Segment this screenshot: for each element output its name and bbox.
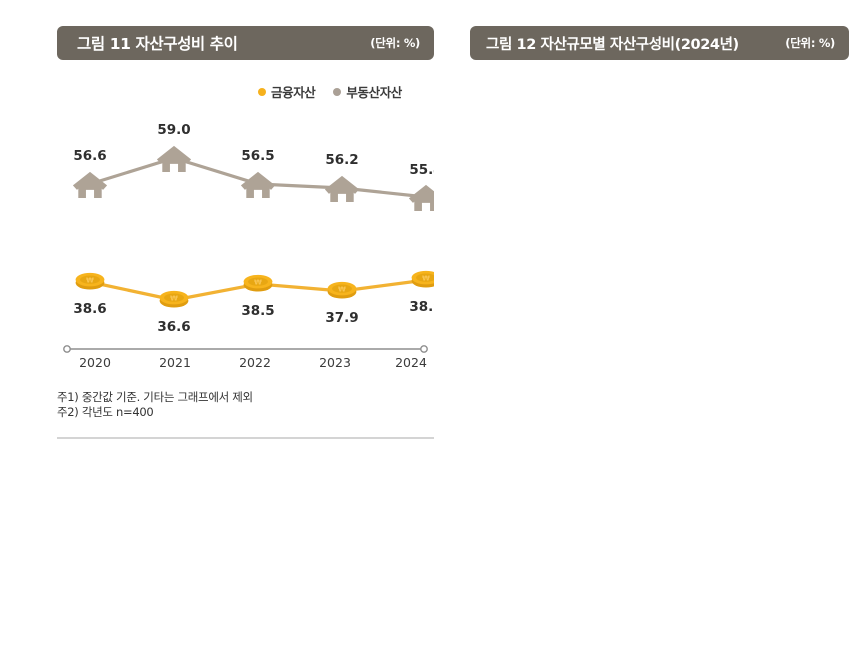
real-estate-value-2023: 56.2: [325, 152, 358, 168]
house-marker-2023: [324, 175, 360, 202]
figure-11-note-1: 주1) 중간값 기준. 기타는 그래프에서 제외: [57, 390, 253, 404]
coin-marker-2020: [75, 272, 105, 290]
figure-12-panel: 그림 12 자산규모별 자산구성비(2024년) (단위: %) 금융자산 부동…: [452, 0, 860, 461]
financial-value-2023: 37.9: [325, 310, 358, 326]
figure-11-legend: 금융자산 부동산자산: [258, 82, 402, 101]
figure-11-bottom-rule: [57, 437, 434, 439]
financial-value-2022: 38.5: [241, 303, 274, 319]
legend-label-financial-assets: 금융자산: [271, 85, 316, 100]
house-marker-2024: [408, 184, 434, 211]
series-financial: 38.6 36.6 38.5 37.9 38.9: [73, 270, 434, 335]
financial-value-2024: 38.9: [409, 299, 434, 315]
coin-marker-2021: [159, 290, 189, 308]
figure-12-title: 그림 12 자산규모별 자산구성비(2024년): [486, 36, 739, 53]
house-marker-2022: [240, 171, 276, 198]
financial-value-2020: 38.6: [73, 301, 106, 317]
x-axis-end-cap: [420, 345, 428, 353]
figure-12-header: 그림 12 자산규모별 자산구성비(2024년) (단위: %): [470, 26, 849, 60]
figure-11-header: 그림 11 자산구성비 추이 (단위: %): [57, 26, 434, 60]
house-dot-icon: [333, 87, 342, 96]
figure-11-unit-label: (단위: %): [370, 36, 420, 50]
x-axis-start-cap: [63, 345, 71, 353]
house-marker-2021: [156, 145, 192, 172]
coin-marker-2024: [411, 270, 434, 288]
asset-composition-trend-line-chart: ₩ 56.6 59.0 56.5 56.2: [57, 100, 434, 370]
series-real-estate: 56.6 59.0 56.5 56.2 55.4: [72, 122, 434, 211]
real-estate-value-2024: 55.4: [409, 162, 434, 178]
figure-11-note-2: 주2) 각년도 n=400: [57, 405, 154, 419]
x-tick-2021: 2021: [159, 355, 191, 370]
real-estate-value-2020: 56.6: [73, 148, 106, 164]
figure-12-unit-label: (단위: %): [785, 36, 835, 50]
x-tick-2024: 2024: [395, 355, 427, 370]
figure-11-notes: 주1) 중간값 기준. 기타는 그래프에서 제외 주2) 각년도 n=400: [57, 390, 253, 420]
financial-value-2021: 36.6: [157, 319, 190, 335]
coin-marker-2022: [243, 274, 273, 292]
real-estate-value-2021: 59.0: [157, 122, 190, 138]
x-axis: 2020 2021 2022 2023 2024: [63, 345, 428, 370]
figure-page: 그림 11 자산구성비 추이 (단위: %) 금융자산 부동산자산: [0, 0, 860, 461]
legend-label-real-estate-assets: 부동산자산: [346, 85, 402, 100]
coin-marker-2023: [327, 281, 357, 299]
x-tick-2020: 2020: [79, 355, 111, 370]
legend-item-financial-assets: 금융자산: [258, 82, 316, 101]
house-marker-2020: [72, 171, 108, 198]
coin-dot-icon: [258, 87, 266, 96]
figure-11-panel: 그림 11 자산구성비 추이 (단위: %) 금융자산 부동산자산: [0, 0, 452, 461]
x-tick-2022: 2022: [239, 355, 271, 370]
legend-item-real-estate-assets: 부동산자산: [333, 82, 402, 101]
figure-11-title: 그림 11 자산구성비 추이: [77, 35, 238, 53]
real-estate-value-2022: 56.5: [241, 148, 274, 164]
x-tick-2023: 2023: [319, 355, 351, 370]
